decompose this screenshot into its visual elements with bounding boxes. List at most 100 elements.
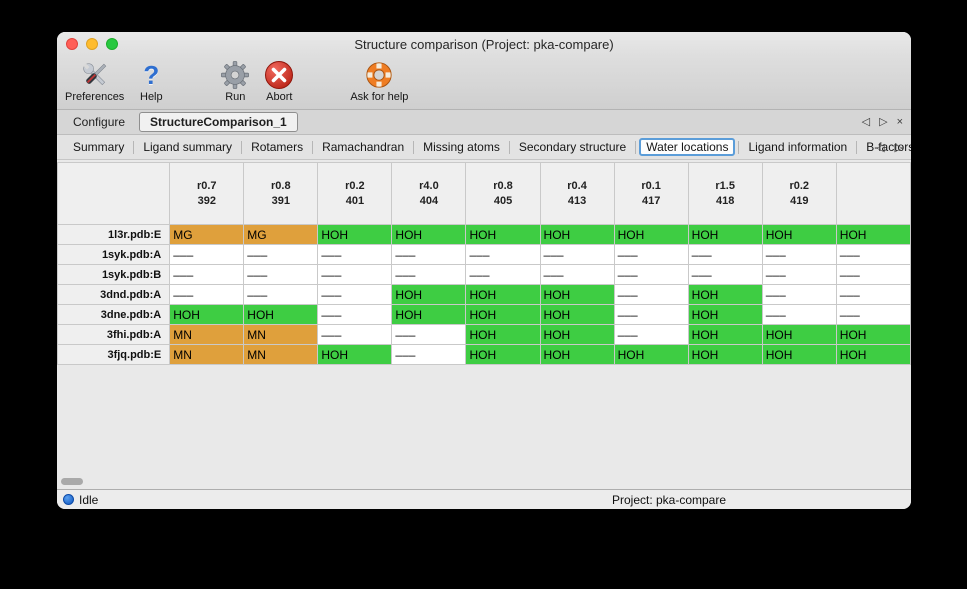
cell-metal[interactable]: MN: [169, 344, 245, 365]
column-header-391[interactable]: r0.8 391: [243, 162, 319, 225]
column-header-404[interactable]: r4.0 404: [391, 162, 467, 225]
cell-water[interactable]: HOH: [465, 284, 541, 305]
subtab-missing-atoms[interactable]: Missing atoms: [423, 140, 500, 154]
cell-water[interactable]: HOH: [391, 304, 467, 325]
cell-none[interactable]: –––: [613, 264, 689, 285]
cell-water[interactable]: HOH: [835, 224, 911, 245]
cell-water[interactable]: HOH: [613, 224, 689, 245]
cell-metal[interactable]: MN: [243, 344, 319, 365]
cell-none[interactable]: –––: [761, 264, 837, 285]
cell-none[interactable]: –––: [613, 244, 689, 265]
cell-none[interactable]: –––: [169, 284, 245, 305]
row-header-1syk-pdb-b[interactable]: 1syk.pdb:B: [57, 264, 171, 285]
column-header-417[interactable]: r0.1 417: [613, 162, 689, 225]
cell-water[interactable]: HOH: [687, 224, 763, 245]
cell-none[interactable]: –––: [761, 244, 837, 265]
cell-none[interactable]: –––: [317, 324, 393, 345]
cell-metal[interactable]: MN: [243, 324, 319, 345]
column-header-401[interactable]: r0.2 401: [317, 162, 393, 225]
cell-water[interactable]: HOH: [539, 284, 615, 305]
cell-metal[interactable]: MG: [243, 224, 319, 245]
cell-water[interactable]: HOH: [539, 224, 615, 245]
cell-none[interactable]: –––: [169, 244, 245, 265]
cell-water[interactable]: HOH: [317, 224, 393, 245]
cell-metal[interactable]: MG: [169, 224, 245, 245]
column-header-413[interactable]: r0.4 413: [539, 162, 615, 225]
title-bar[interactable]: Structure comparison (Project: pka-compa…: [57, 32, 911, 56]
cell-water[interactable]: HOH: [539, 344, 615, 365]
cell-none[interactable]: –––: [465, 264, 541, 285]
cell-none[interactable]: –––: [243, 284, 319, 305]
cell-water[interactable]: HOH: [687, 304, 763, 325]
cell-water[interactable]: HOH: [687, 284, 763, 305]
row-header-3dne-pdb-a[interactable]: 3dne.pdb:A: [57, 304, 171, 325]
subtab-next-icon[interactable]: ▷: [894, 141, 903, 154]
cell-water[interactable]: HOH: [317, 344, 393, 365]
cell-water[interactable]: HOH: [539, 324, 615, 345]
row-header-3dnd-pdb-a[interactable]: 3dnd.pdb:A: [57, 284, 171, 305]
cell-none[interactable]: –––: [391, 324, 467, 345]
cell-none[interactable]: –––: [317, 304, 393, 325]
subtab-secondary-structure[interactable]: Secondary structure: [518, 140, 627, 154]
tab-close-icon[interactable]: ×: [896, 116, 903, 128]
cell-none[interactable]: –––: [687, 244, 763, 265]
column-header-419[interactable]: r0.2 419: [761, 162, 837, 225]
tab-structurecomparison-1[interactable]: StructureComparison_1: [139, 112, 298, 132]
cell-water[interactable]: HOH: [835, 344, 911, 365]
subtab-prev-icon[interactable]: ◁: [876, 141, 885, 154]
cell-none[interactable]: –––: [317, 284, 393, 305]
subtab-summary[interactable]: Summary: [73, 140, 125, 154]
cell-water[interactable]: HOH: [687, 324, 763, 345]
horizontal-scrollbar-thumb[interactable]: [61, 478, 83, 485]
minimize-window-button[interactable]: [86, 38, 98, 50]
cell-none[interactable]: –––: [465, 244, 541, 265]
row-header-3fhi-pdb-a[interactable]: 3fhi.pdb:A: [57, 324, 171, 345]
cell-none[interactable]: –––: [613, 304, 689, 325]
cell-none[interactable]: –––: [613, 284, 689, 305]
cell-none[interactable]: –––: [169, 264, 245, 285]
cell-water[interactable]: HOH: [169, 304, 245, 325]
toolbar-button-abort[interactable]: Abort: [262, 59, 296, 103]
cell-water[interactable]: HOH: [243, 304, 319, 325]
cell-water[interactable]: HOH: [761, 324, 837, 345]
cell-water[interactable]: HOH: [391, 224, 467, 245]
row-header-3fjq-pdb-e[interactable]: 3fjq.pdb:E: [57, 344, 171, 365]
cell-none[interactable]: –––: [317, 264, 393, 285]
cell-water[interactable]: HOH: [761, 224, 837, 245]
cell-none[interactable]: –––: [835, 264, 911, 285]
cell-water[interactable]: HOH: [687, 344, 763, 365]
subtab-ligand-summary[interactable]: Ligand summary: [143, 140, 233, 154]
cell-metal[interactable]: MN: [169, 324, 245, 345]
cell-none[interactable]: –––: [687, 264, 763, 285]
toolbar-button-run[interactable]: Run: [218, 59, 252, 103]
toolbar-button-help[interactable]: ? Help: [134, 59, 168, 103]
cell-none[interactable]: –––: [391, 264, 467, 285]
zoom-window-button[interactable]: [106, 38, 118, 50]
cell-water[interactable]: HOH: [835, 324, 911, 345]
cell-water[interactable]: HOH: [465, 304, 541, 325]
tab-configure[interactable]: Configure: [73, 115, 126, 129]
cell-none[interactable]: –––: [391, 344, 467, 365]
cell-none[interactable]: –––: [243, 244, 319, 265]
cell-none[interactable]: –––: [243, 264, 319, 285]
cell-none[interactable]: –––: [835, 284, 911, 305]
subtab-rotamers[interactable]: Rotamers: [251, 140, 304, 154]
cell-water[interactable]: HOH: [613, 344, 689, 365]
subtab-ramachandran[interactable]: Ramachandran: [322, 140, 405, 154]
cell-none[interactable]: –––: [835, 304, 911, 325]
cell-water[interactable]: HOH: [465, 324, 541, 345]
cell-water[interactable]: HOH: [539, 304, 615, 325]
cell-water[interactable]: HOH: [465, 224, 541, 245]
column-header-418[interactable]: r1.5 418: [687, 162, 763, 225]
cell-none[interactable]: –––: [835, 244, 911, 265]
cell-none[interactable]: –––: [613, 324, 689, 345]
cell-none[interactable]: –––: [761, 284, 837, 305]
cell-none[interactable]: –––: [317, 244, 393, 265]
tab-next-icon[interactable]: ▷: [879, 116, 888, 128]
cell-none[interactable]: –––: [539, 244, 615, 265]
column-header-clipped[interactable]: [835, 162, 911, 225]
cell-water[interactable]: HOH: [391, 284, 467, 305]
toolbar-button-preferences[interactable]: Preferences: [65, 59, 124, 103]
tab-prev-icon[interactable]: ◁: [861, 116, 871, 128]
row-header-1l3r-pdb-e[interactable]: 1l3r.pdb:E: [57, 224, 171, 245]
